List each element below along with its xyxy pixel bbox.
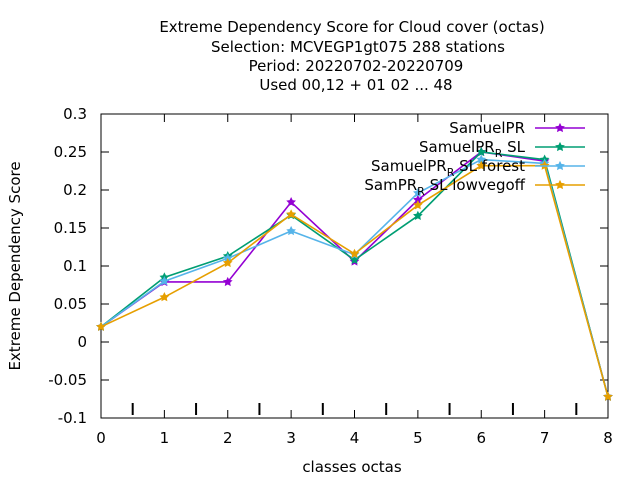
legend-swatch-marker [555, 141, 565, 152]
chart-title: Extreme Dependency Score for Cloud cover… [159, 18, 544, 94]
x-tick-label: 3 [286, 429, 296, 447]
legend-entry: SamPRR SL lowvegoff [364, 176, 585, 198]
data-point [159, 292, 170, 302]
y-tick-label: 0 [77, 333, 87, 351]
data-point [413, 210, 423, 220]
y-tick-label: 0.3 [63, 105, 87, 123]
legend-label: SamPRR SL lowvegoff [364, 176, 525, 198]
data-point [476, 146, 487, 157]
legend-label: SamuelPRR SL [419, 138, 526, 160]
y-axis: -0.1 -0.05 0 0.05 0.1 0.15 0.2 0.25 0.3 [48, 105, 608, 427]
data-point [349, 248, 360, 258]
y-tick-label: 0.1 [63, 257, 87, 275]
x-tick-label: 4 [350, 429, 360, 447]
legend-swatch-marker [555, 122, 565, 133]
legend-entry: SamuelPR [449, 119, 585, 137]
data-point [286, 225, 296, 236]
data-point [349, 254, 360, 265]
x-tick-label: 8 [603, 429, 613, 447]
chart-title-line-3: Period: 20220702-20220709 [249, 57, 464, 75]
data-point [159, 276, 170, 286]
data-point [286, 197, 296, 207]
legend-swatch-marker [555, 179, 565, 190]
series-group [96, 146, 613, 401]
x-tick-label: 0 [96, 429, 106, 447]
data-point [603, 391, 613, 401]
y-tick-label: 0.25 [54, 143, 87, 161]
series-2 [96, 154, 613, 401]
series-line [100, 158, 609, 397]
x-tick-label: 6 [476, 429, 486, 447]
chart-title-line-4: Used 00,12 + 01 02 ... 48 [259, 76, 452, 94]
series-1 [96, 146, 613, 401]
series-line [100, 151, 609, 397]
legend-entry: SamuelPRR SL [419, 138, 585, 160]
data-point [286, 209, 296, 219]
legend-label: SamuelPR [449, 119, 525, 137]
x-tick-label: 2 [223, 429, 233, 447]
x-tick-label: 5 [413, 429, 423, 447]
x-tick-label: 7 [540, 429, 550, 447]
chart-title-line-1: Extreme Dependency Score for Cloud cover… [159, 18, 544, 36]
x-axis-label: classes octas [302, 458, 402, 476]
bottom-marks [131, 403, 578, 415]
data-point [413, 187, 423, 198]
y-tick-label: 0.05 [54, 295, 87, 313]
x-tick-label: 1 [160, 429, 170, 447]
legend-entry: SamuelPRR SL forest [371, 157, 585, 179]
data-point [476, 160, 487, 170]
series-line [100, 151, 609, 397]
chart-title-line-2: Selection: MCVEGP1gt075 288 stations [211, 38, 505, 56]
y-tick-label: -0.1 [58, 409, 87, 427]
legend-swatch-marker [555, 160, 565, 171]
y-tick-label: 0.15 [54, 219, 87, 237]
legend-label: SamuelPRR SL forest [371, 157, 525, 179]
x-axis: 0 1 2 3 4 5 6 7 8 [96, 114, 613, 447]
data-point [222, 276, 233, 287]
y-axis-label: Extreme Dependency Score [6, 161, 24, 370]
y-tick-label: -0.05 [48, 371, 87, 389]
series-3 [96, 160, 613, 401]
data-point [413, 200, 423, 210]
data-point [222, 257, 233, 268]
data-point [96, 321, 106, 331]
y-tick-label: 0.2 [63, 181, 87, 199]
